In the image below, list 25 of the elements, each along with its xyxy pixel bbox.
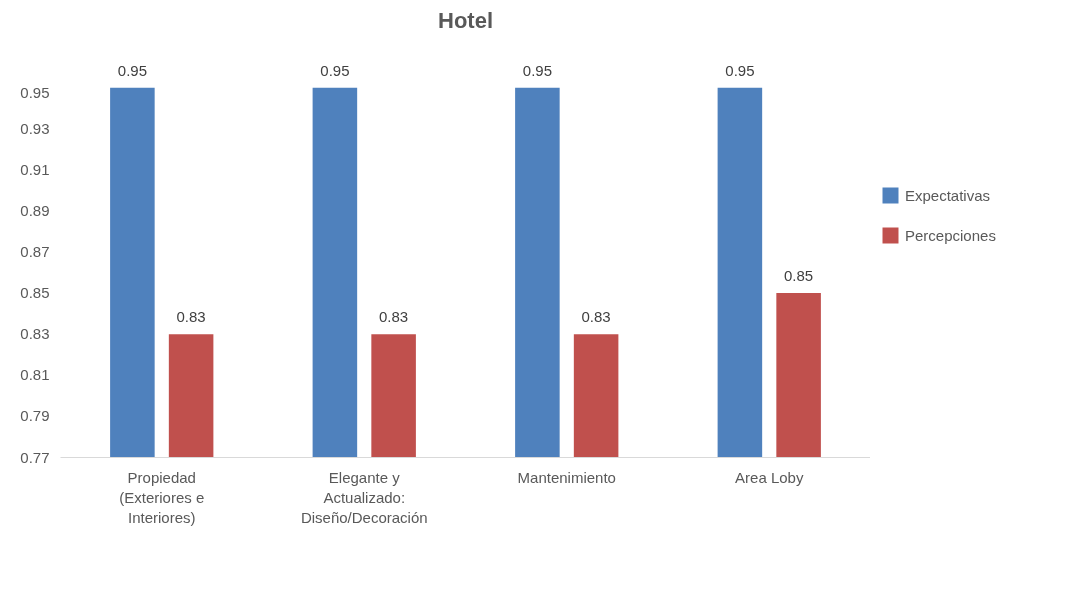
y-tick-label: 0.83 <box>20 325 50 343</box>
y-tick-label: 0.85 <box>20 284 50 302</box>
data-label: 0.83 <box>176 308 206 326</box>
data-label: 0.83 <box>379 308 409 326</box>
chart-title: Hotel <box>438 7 493 33</box>
x-tick-label: Mantenimiento <box>517 468 616 486</box>
y-tick-label: 0.81 <box>20 366 50 384</box>
y-tick-label: 0.77 <box>20 448 50 466</box>
data-label: 0.95 <box>522 61 552 79</box>
data-label: 0.95 <box>725 61 755 79</box>
y-tick-label: 0.87 <box>20 242 50 260</box>
x-tick-label: Elegante y Actualizado: Diseño/Decoración <box>300 468 428 527</box>
legend-label: Expectativas <box>905 186 991 204</box>
data-label: 0.95 <box>117 61 147 79</box>
data-label: 0.83 <box>581 308 611 326</box>
y-tick-label: 0.93 <box>20 119 50 137</box>
x-tick-label: Propiedad (Exteriores e Interiores) <box>119 468 205 527</box>
x-tick-label: Area Loby <box>735 468 804 486</box>
y-tick-label: 0.95 <box>20 83 50 101</box>
y-tick-label: 0.89 <box>20 201 50 219</box>
y-tick-label: 0.91 <box>20 160 50 178</box>
legend-label: Percepciones <box>905 226 996 244</box>
y-tick-label: 0.79 <box>20 407 50 425</box>
data-label: 0.85 <box>784 267 814 285</box>
data-label: 0.95 <box>320 61 350 79</box>
